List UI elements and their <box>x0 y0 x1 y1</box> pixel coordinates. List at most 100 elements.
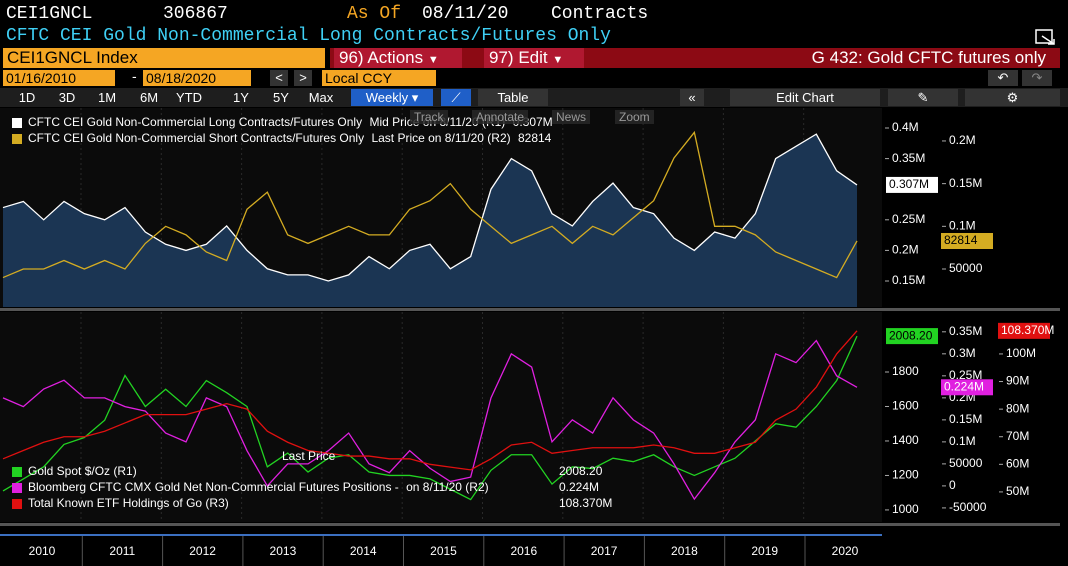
collapse-button[interactable]: « <box>680 89 704 106</box>
series-line <box>2 339 858 501</box>
ticker: CEI1GNCL <box>6 4 93 24</box>
x-tick-label: 2014 <box>350 544 377 558</box>
period-button[interactable]: 6M <box>139 90 159 105</box>
tick-label: 0.25M <box>949 368 982 382</box>
period-button[interactable]: 1Y <box>233 90 249 105</box>
tick-label: 80M <box>1006 401 1029 415</box>
x-tick-label: 2016 <box>510 544 537 558</box>
chart-tool[interactable]: Track <box>410 110 448 124</box>
value-tag <box>941 379 993 396</box>
end-date[interactable]: 08/18/2020 <box>143 70 251 86</box>
plot-area <box>0 312 882 522</box>
period-button[interactable]: Max <box>308 90 334 105</box>
legend-swatch <box>12 483 22 493</box>
tick-label: 0.2M <box>949 133 976 147</box>
x-tick-label: 2013 <box>270 544 297 558</box>
tick-label: 1800 <box>892 364 919 378</box>
x-tick-label: 2011 <box>109 544 135 558</box>
tick-label: 0.25M <box>892 212 925 226</box>
period-button[interactable]: 1D <box>18 90 36 105</box>
tick-label: 60M <box>1006 456 1029 470</box>
chart-tool[interactable]: News <box>552 110 591 124</box>
legend-swatch <box>12 118 22 128</box>
tick-label: 0.3M <box>949 346 976 360</box>
draw-button[interactable]: ✎ <box>888 89 958 106</box>
table-button[interactable]: Table <box>478 89 548 106</box>
x-tick-label: 2019 <box>751 544 778 558</box>
legend-swatch <box>12 467 22 477</box>
area <box>3 134 857 307</box>
page-title: G 432: Gold CFTC futures only <box>811 48 1046 67</box>
legend-value: 2008.20 <box>559 464 603 478</box>
legend-text: Total Known ETF Holdings of Go (R3) <box>28 496 229 510</box>
chart-tool[interactable]: Annotate <box>472 110 529 124</box>
tick-label: 50M <box>1006 484 1029 498</box>
legend-value: 108.370M <box>559 496 612 510</box>
period-button[interactable]: 5Y <box>273 90 289 105</box>
tick-label: 0.1M <box>949 218 976 232</box>
tick-label: 1200 <box>892 468 919 482</box>
edit-label: Edit <box>518 48 548 67</box>
tick-label: 1000 <box>892 502 919 516</box>
tick-label: 0.15M <box>892 273 925 287</box>
value-tag-label: 82814 <box>944 233 978 247</box>
prev-button[interactable]: < <box>270 70 288 86</box>
actions-code: 96) <box>339 48 364 67</box>
tick-label: 50000 <box>949 261 983 275</box>
units: Contracts <box>551 4 649 24</box>
legend-note: on 8/11/20 (R2) <box>406 480 489 494</box>
tick-label: 0 <box>949 478 956 492</box>
period-button[interactable]: 1M <box>97 90 117 105</box>
chart-tool[interactable]: Zoom <box>615 110 654 124</box>
currency[interactable]: Local CCY <box>322 70 436 86</box>
legend-name: Gold Spot $/Oz (R1) <box>28 464 137 478</box>
legend-name: CFTC CEI Gold Non-Commercial Long Contra… <box>28 115 362 129</box>
x-tick-label: 2012 <box>189 544 216 558</box>
annotation: Last Price <box>282 449 336 463</box>
x-tick-label: 2010 <box>29 544 56 558</box>
settings-button[interactable]: ⚙ <box>965 89 1060 106</box>
legend-note: Last Price on 8/11/20 (R2) <box>371 131 510 145</box>
security-field[interactable]: CEI1GNCL Index <box>3 48 325 68</box>
value-tag-label: 0.224M <box>944 379 984 393</box>
as-of-date: 08/11/20 <box>422 4 509 24</box>
redo-button[interactable]: ↷ <box>1022 70 1052 86</box>
x-tick-label: 2020 <box>832 544 859 558</box>
tick-label: 100M <box>1006 346 1036 360</box>
legend-text: Bloomberg CFTC CMX Gold Net Non-Commerci… <box>28 480 489 494</box>
tick-label: -50000 <box>949 500 987 514</box>
series-line <box>2 330 858 471</box>
undo-button[interactable]: ↶ <box>988 70 1018 86</box>
legend-swatch <box>12 134 22 144</box>
next-button[interactable]: > <box>294 70 312 86</box>
charts: 0.15M 0.2M 0.25M 0.35M 0.4M 50000 0.1M 0.15M 0.2… <box>0 108 1060 566</box>
edit-code: 97) <box>489 48 514 67</box>
start-date[interactable]: 01/16/2010 <box>3 70 115 86</box>
as-of-label: As Of <box>347 4 402 24</box>
tick-label: 90M <box>1006 374 1029 388</box>
tick-label: 0.15M <box>949 176 982 190</box>
series-line <box>2 335 858 501</box>
legend-name: CFTC CEI Gold Non-Commercial Short Contr… <box>28 131 364 145</box>
actions-label: Actions <box>367 48 424 67</box>
tick-label: 0.1M <box>949 434 976 448</box>
actions-menu[interactable]: 96) Actions ▼ <box>334 48 462 68</box>
edit-chart-button[interactable]: Edit Chart <box>730 89 880 106</box>
tick-label: 0.4M <box>892 120 919 134</box>
legend-value: 0.224M <box>559 480 599 494</box>
chart-type-button[interactable]: ⟋ <box>441 89 471 106</box>
value-tag-label: 2008.20 <box>889 328 933 342</box>
series-line <box>2 133 858 282</box>
frequency-button[interactable]: Weekly ▾ <box>351 89 433 106</box>
tick-label: 50000 <box>949 456 983 470</box>
value-tag <box>941 232 993 249</box>
export-icon[interactable] <box>1034 28 1058 46</box>
period-button[interactable]: YTD <box>176 90 202 105</box>
period-button[interactable]: 3D <box>58 90 76 105</box>
frequency-label: Weekly <box>365 90 409 105</box>
panel-divider <box>0 308 1060 311</box>
edit-menu[interactable]: 97) Edit ▼ <box>484 48 584 68</box>
legend-name: Total Known ETF Holdings of Go (R3) <box>28 496 229 510</box>
x-tick-label: 2018 <box>671 544 698 558</box>
